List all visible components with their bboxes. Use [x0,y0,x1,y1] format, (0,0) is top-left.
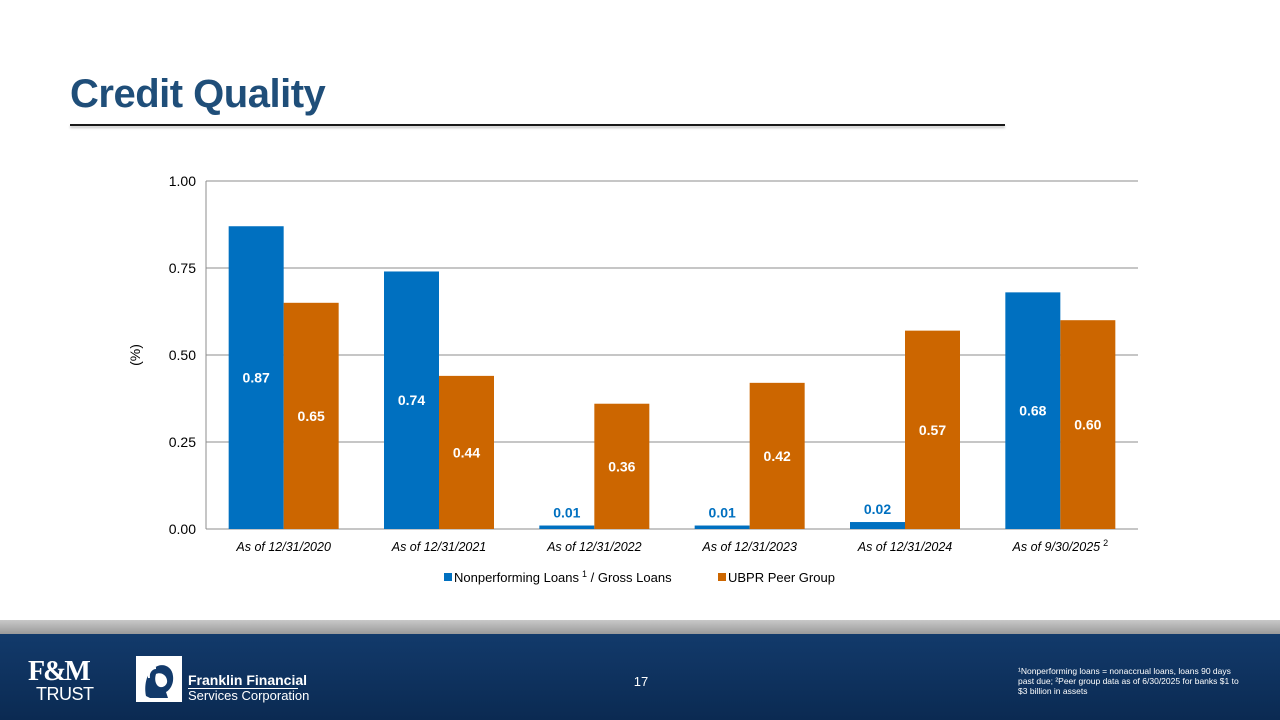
x-tick-label: As of 12/31/2023 [701,540,797,554]
data-label: 0.42 [764,448,791,464]
franklin-logo-line2: Services Corporation [188,688,310,703]
franklin-portrait-icon [136,656,182,702]
data-label: 0.36 [608,458,635,474]
fm-logo-bottom: TRUST [36,684,94,704]
bar [694,525,750,529]
data-label: 0.01 [553,505,580,521]
bar [594,403,650,529]
x-tick-label: As of 9/30/2025 2 [1012,538,1109,554]
bar [283,302,339,529]
franklin-logo-line1: Franklin Financial [188,672,308,688]
data-label: 0.87 [243,370,270,386]
data-label: 0.44 [453,444,480,460]
data-label: 0.65 [298,408,325,424]
data-label: 0.01 [709,505,736,521]
x-tick-label: As of 12/31/2022 [546,540,642,554]
fm-logo-top: F&M [28,656,91,687]
franklin-financial-logo: Franklin Financial Services Corporation [188,672,309,703]
data-label: 0.60 [1074,417,1101,433]
x-tick-label: As of 12/31/2024 [857,540,953,554]
y-tick-label: 0.50 [169,347,196,363]
y-tick-label: 0.75 [169,260,196,276]
bar [539,525,595,529]
footnote: ¹Nonperforming loans = nonaccrual loans,… [1018,666,1239,696]
footer-gray-band [0,620,1280,634]
x-tick-label: As of 12/31/2020 [235,540,331,554]
y-tick-label: 0.25 [169,434,196,450]
footer-bar [0,634,1280,720]
legend-swatch [444,573,452,581]
y-tick-label: 1.00 [169,173,196,189]
franklin-logo-divider [188,688,298,689]
bar [1005,292,1061,529]
y-tick-label: 0.00 [169,521,196,537]
bar [749,382,805,529]
legend-swatch [718,573,726,581]
page-number: 17 [633,674,649,689]
bar [850,522,905,529]
bar [384,271,439,529]
data-label: 0.57 [919,422,946,438]
bar [905,330,960,529]
x-tick-label: As of 12/31/2021 [391,540,487,554]
slide-title: Credit Quality [70,72,326,116]
bar [1060,320,1116,529]
credit-quality-chart: 0.00 0.25 0.50 0.75 1.00 (%) 0.87 0.65 As of 12/… [127,173,1138,585]
bar [439,375,494,529]
y-axis-label: (%) [127,344,143,366]
fm-trust-logo: F&M TRUST [28,656,112,704]
data-label: 0.74 [398,392,425,408]
data-label: 0.02 [864,501,891,517]
data-label: 0.68 [1019,403,1046,419]
legend-entry: UBPR Peer Group [728,570,835,585]
title-divider [70,124,1005,126]
bar [228,226,284,530]
legend-entry: Nonperforming Loans 1 / Gross Loans [454,569,672,585]
